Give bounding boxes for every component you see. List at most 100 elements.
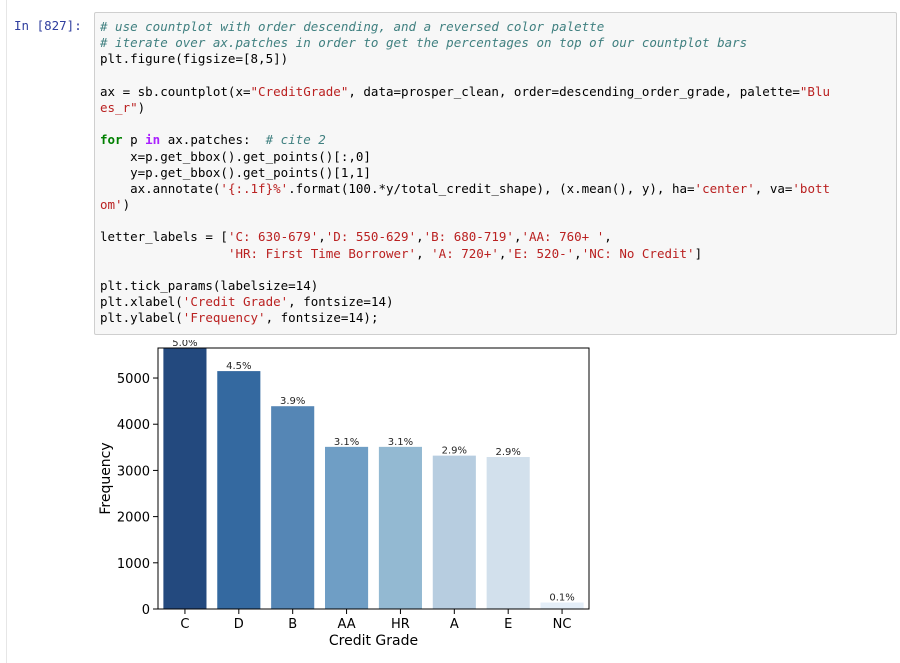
- x-tick-label: NC: [553, 617, 572, 632]
- code-token: ): [122, 197, 131, 213]
- code-line: plt.xlabel('Credit Grade', fontsize=14): [100, 294, 830, 310]
- code-token: ax.patches:: [160, 132, 266, 148]
- code-token: ,: [416, 229, 424, 245]
- code-token: '{:.1f}%': [220, 180, 289, 196]
- code-line: for p in ax.patches: # cite 2: [100, 132, 830, 148]
- code-editor[interactable]: # use countplot with order descending, a…: [100, 19, 830, 327]
- code-token: plt.tick_params(labelsize=14): [100, 278, 319, 293]
- x-tick-label: C: [180, 617, 189, 632]
- x-axis-label: Credit Grade: [329, 633, 418, 649]
- x-tick-label: D: [234, 617, 244, 632]
- code-line: y=p.get_bbox().get_points()[1,1]: [100, 165, 830, 181]
- code-token: ,: [513, 229, 522, 245]
- code-token: ,: [318, 229, 326, 245]
- code-token: 'B: 680-719': [423, 229, 514, 245]
- output-area: 5.0% C 4.5% D 3.9% B 3.1% AA 3.1% HR 2.9% A 2.9% E 0.1…: [94, 340, 594, 660]
- code-line: [100, 213, 830, 229]
- y-tick-label: 5000: [117, 372, 150, 387]
- code-token: es_r": [100, 99, 138, 115]
- x-tick-label: E: [504, 617, 512, 632]
- code-token: , data=prosper_clean, order=descending_o…: [348, 83, 800, 99]
- code-token: in: [145, 132, 161, 148]
- x-tick-label: A: [450, 617, 459, 632]
- bar-a: [432, 455, 476, 609]
- y-tick-label: 1000: [117, 557, 150, 572]
- code-token: plt.figure(figsize=[8,5]): [100, 51, 289, 67]
- code-token: 'AA: 760+ ': [521, 229, 605, 245]
- y-axis-label: Frequency: [98, 442, 114, 514]
- code-token: , fontsize=14): [288, 294, 394, 310]
- code-line: [100, 116, 830, 132]
- code-line: x=p.get_bbox().get_points()[:,0]: [100, 149, 830, 165]
- code-token: # use countplot with order descending, a…: [100, 19, 605, 34]
- code-token: 'C: 630-679': [227, 229, 319, 245]
- code-token: .format(100.*y/total_credit_shape), (x.m…: [288, 180, 695, 196]
- code-line: [100, 262, 830, 278]
- code-line: plt.ylabel('Frequency', fontsize=14);: [100, 310, 830, 326]
- code-token: ,: [416, 245, 432, 261]
- code-token: 'center': [694, 180, 755, 196]
- y-tick-label: 4000: [117, 418, 150, 433]
- code-line: [100, 68, 830, 84]
- code-token: # iterate over ax.patches in order to ge…: [100, 35, 748, 51]
- code-token: 'Frequency': [182, 310, 266, 326]
- y-tick-label: 2000: [117, 511, 150, 526]
- code-token: for: [100, 132, 123, 148]
- code-token: om': [100, 197, 123, 213]
- code-line: es_r"): [100, 100, 830, 116]
- x-tick-label: B: [288, 617, 297, 632]
- code-token: 'D: 550-629': [325, 229, 417, 245]
- code-line: ax = sb.countplot(x="CreditGrade", data=…: [100, 84, 830, 100]
- bar-hr: [378, 446, 422, 609]
- bar-d: [217, 371, 261, 609]
- x-tick-label: AA: [337, 617, 355, 632]
- code-token: ax = sb.countplot(x=: [100, 83, 251, 99]
- code-token: x=p.get_bbox().get_points()[:,0]: [100, 148, 371, 164]
- bar-label: 0.1%: [549, 593, 574, 604]
- bar-label: 3.1%: [334, 437, 359, 448]
- bar-label: 2.9%: [495, 447, 520, 458]
- code-token: [100, 246, 228, 261]
- bar-c: [163, 348, 207, 609]
- code-token: ,: [498, 245, 507, 261]
- code-token: # cite 2: [265, 132, 326, 148]
- y-tick-label: 3000: [117, 464, 150, 479]
- code-token: 'HR: First Time Borrower': [227, 245, 417, 261]
- code-token: ,: [604, 229, 612, 245]
- code-token: ax.annotate(: [100, 180, 221, 196]
- code-line: 'HR: First Time Borrower', 'A: 720+','E:…: [100, 246, 830, 262]
- code-token: 'NC: No Credit': [581, 245, 695, 261]
- bar-label: 4.5%: [226, 361, 251, 372]
- bar-label: 2.9%: [442, 446, 467, 457]
- code-token: 'A: 720+': [431, 245, 499, 261]
- code-token: ,: [574, 245, 582, 261]
- y-tick-label: 0: [142, 603, 150, 618]
- code-token: p: [122, 132, 146, 148]
- bar-b: [271, 406, 315, 609]
- code-token: y=p.get_bbox().get_points()[1,1]: [100, 164, 371, 180]
- code-line: ax.annotate('{:.1f}%'.format(100.*y/tota…: [100, 181, 830, 197]
- code-token: 'Credit Grade': [182, 294, 289, 310]
- code-token: "Blu: [799, 83, 831, 99]
- bar-label: 3.9%: [280, 396, 305, 407]
- x-tick-label: HR: [391, 617, 410, 632]
- bar-label: 3.1%: [388, 437, 413, 448]
- code-line: plt.tick_params(labelsize=14): [100, 278, 830, 294]
- code-token: plt.ylabel(: [100, 310, 183, 326]
- countplot-chart: 5.0% C 4.5% D 3.9% B 3.1% AA 3.1% HR 2.9% A 2.9% E 0.1…: [98, 340, 590, 649]
- code-token: , va=: [754, 180, 793, 196]
- bar-nc: [540, 602, 584, 609]
- code-line: letter_labels = ['C: 630-679','D: 550-62…: [100, 229, 830, 245]
- bar-label: 5.0%: [172, 340, 197, 349]
- code-token: 'E: 520-': [506, 245, 575, 261]
- bar-e: [486, 457, 530, 609]
- code-line: plt.figure(figsize=[8,5]): [100, 51, 830, 67]
- bar-aa: [325, 446, 369, 609]
- code-token: plt.xlabel(: [100, 294, 183, 310]
- code-token: letter_labels = [: [100, 229, 228, 245]
- code-token: , fontsize=14);: [265, 310, 379, 326]
- code-line: om'): [100, 197, 830, 213]
- code-line: # use countplot with order descending, a…: [100, 19, 830, 35]
- code-cell[interactable]: # use countplot with order descending, a…: [94, 12, 897, 335]
- input-prompt: In [827]:: [14, 18, 82, 33]
